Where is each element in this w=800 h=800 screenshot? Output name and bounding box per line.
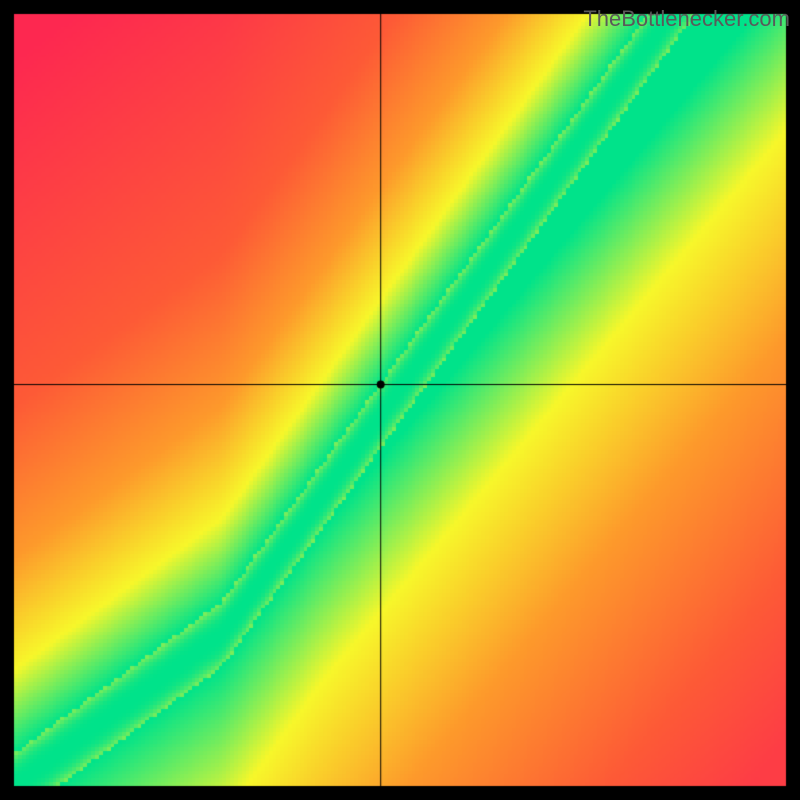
chart-container: TheBottlenecker.com xyxy=(0,0,800,800)
watermark-text: TheBottlenecker.com xyxy=(583,6,790,32)
bottleneck-heatmap xyxy=(0,0,800,800)
